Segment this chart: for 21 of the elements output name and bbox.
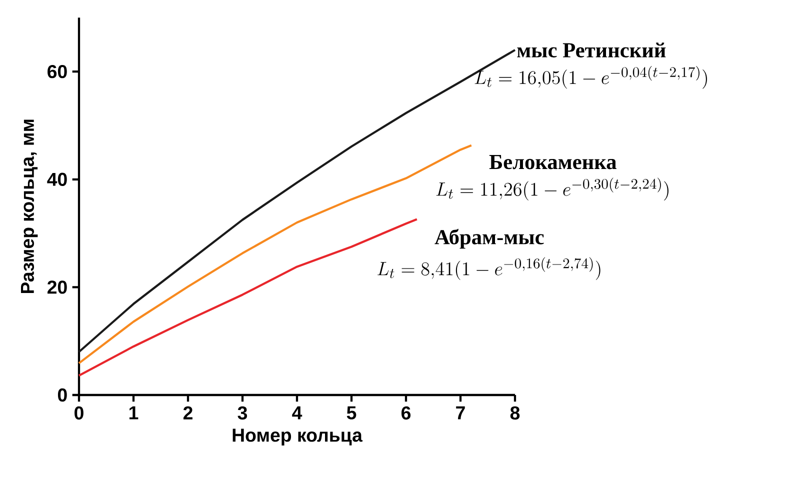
x-tick-label: 1 [129,406,138,420]
y-tick-label: 20 [48,280,67,294]
x-tick-label: 4 [292,406,302,420]
x-tick-label: 6 [401,406,411,420]
annotation: $L_t = 16{,}05(1-e^{-0{,}04(t-2{,}17)})$ [474,66,707,89]
x-tick-label: 7 [456,406,465,420]
y-tick-label: 0 [58,388,67,402]
x-tick-label: 5 [346,406,356,420]
annotation: $L_t = 11{,}26(1-e^{-0{,}30(t-2{,}24)})$ [436,178,668,200]
series-label: мыс Ретинский [517,42,666,58]
y-tick-label: 40 [47,172,67,186]
series-label: Белокаменка [489,155,616,170]
x-tick-label: 8 [510,406,520,420]
x-axis-title: Номер кольца [232,428,363,446]
x-tick-label: 0 [74,406,84,420]
x-tick-label: 3 [238,406,248,420]
y-tick-label: 60 [48,64,67,78]
annotation: $L_t = 8{,}41(1-e^{-0{,}16(t-2{,}74)})$ [378,257,600,280]
y-axis-title: Размер кольца, мм [20,120,38,294]
x-tick-label: 2 [183,406,192,420]
series-label: Абрам-мыс [434,228,544,249]
